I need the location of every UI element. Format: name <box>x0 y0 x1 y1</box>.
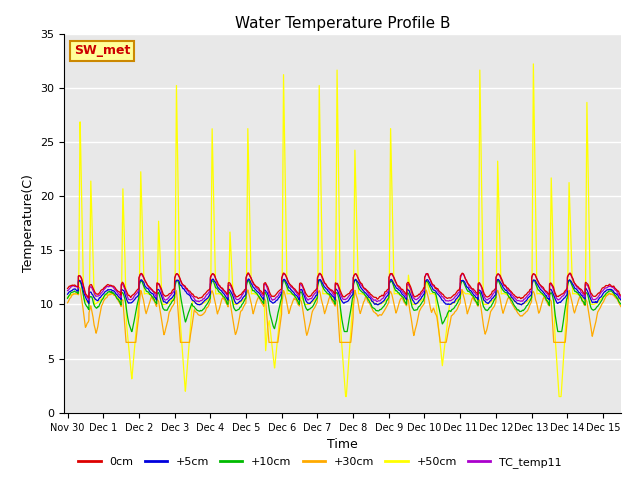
+5cm <box>326 291 334 297</box>
+10cm <box>316 277 324 283</box>
0cm <box>296 280 304 286</box>
+5cm <box>64 291 72 297</box>
+10cm <box>617 301 625 307</box>
0cm <box>374 296 381 302</box>
+50cm <box>64 295 72 300</box>
Bar <box>64 34 621 88</box>
Bar <box>64 250 621 304</box>
Bar <box>64 304 621 359</box>
Text: SW_met: SW_met <box>74 45 131 58</box>
+30cm <box>327 295 335 300</box>
0cm <box>244 270 252 276</box>
+5cm <box>600 289 608 295</box>
+30cm <box>296 297 304 303</box>
+30cm <box>617 304 625 310</box>
0cm <box>573 283 580 288</box>
+5cm <box>573 287 580 292</box>
+50cm <box>617 298 625 303</box>
+30cm <box>466 304 474 310</box>
+30cm <box>64 300 72 306</box>
Line: +50cm: +50cm <box>68 64 621 396</box>
+50cm <box>301 300 308 306</box>
0cm <box>466 283 474 288</box>
+5cm <box>617 297 625 303</box>
+5cm <box>244 276 252 282</box>
+50cm <box>466 291 474 297</box>
0cm <box>326 287 334 293</box>
+50cm <box>529 61 537 67</box>
+10cm <box>466 289 474 295</box>
Line: +5cm: +5cm <box>68 279 621 305</box>
+10cm <box>327 294 335 300</box>
+50cm <box>342 394 349 399</box>
Line: TC_temp11: TC_temp11 <box>68 274 621 302</box>
+10cm <box>128 329 136 335</box>
+50cm <box>600 294 608 300</box>
Line: 0cm: 0cm <box>68 273 621 299</box>
0cm <box>600 284 608 290</box>
TC_temp11 <box>617 294 625 300</box>
TC_temp11 <box>195 299 203 305</box>
+5cm <box>466 288 474 293</box>
Y-axis label: Temperature(C): Temperature(C) <box>22 174 35 272</box>
+30cm <box>122 339 130 345</box>
+10cm <box>600 293 608 299</box>
TC_temp11 <box>64 288 72 293</box>
+10cm <box>573 289 580 295</box>
0cm <box>617 292 625 298</box>
0cm <box>64 286 72 291</box>
X-axis label: Time: Time <box>327 438 358 451</box>
+30cm <box>573 303 580 309</box>
+10cm <box>301 301 308 307</box>
+5cm <box>518 302 525 308</box>
+50cm <box>573 291 580 297</box>
TC_temp11 <box>296 281 304 287</box>
TC_temp11 <box>422 271 430 276</box>
TC_temp11 <box>466 285 474 290</box>
0cm <box>301 287 308 293</box>
Bar <box>64 359 621 413</box>
+5cm <box>301 294 308 300</box>
+5cm <box>296 287 304 292</box>
+30cm <box>301 319 308 325</box>
+30cm <box>600 298 608 303</box>
Bar <box>64 88 621 142</box>
+50cm <box>296 298 304 303</box>
+30cm <box>75 285 83 290</box>
+10cm <box>296 290 304 296</box>
Legend: 0cm, +5cm, +10cm, +30cm, +50cm, TC_temp11: 0cm, +5cm, +10cm, +30cm, +50cm, TC_temp1… <box>74 452 566 472</box>
TC_temp11 <box>301 290 308 296</box>
+10cm <box>64 295 72 301</box>
TC_temp11 <box>573 284 580 289</box>
Line: +30cm: +30cm <box>68 288 621 342</box>
Title: Water Temperature Profile B: Water Temperature Profile B <box>235 16 450 31</box>
Line: +10cm: +10cm <box>68 280 621 332</box>
TC_temp11 <box>326 288 334 294</box>
TC_temp11 <box>600 286 608 292</box>
Bar <box>64 196 621 250</box>
Bar <box>64 142 621 196</box>
+50cm <box>326 293 334 299</box>
